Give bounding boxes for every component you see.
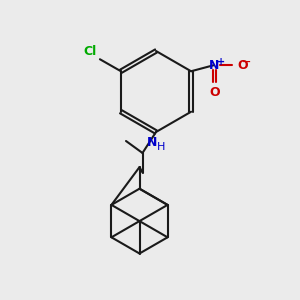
Text: O: O xyxy=(237,59,247,72)
Text: H: H xyxy=(157,142,165,152)
Text: N: N xyxy=(147,136,158,149)
Text: Cl: Cl xyxy=(84,45,97,58)
Text: O: O xyxy=(209,86,220,99)
Text: +: + xyxy=(217,57,225,67)
Text: −: − xyxy=(242,57,251,67)
Text: N: N xyxy=(209,59,220,72)
